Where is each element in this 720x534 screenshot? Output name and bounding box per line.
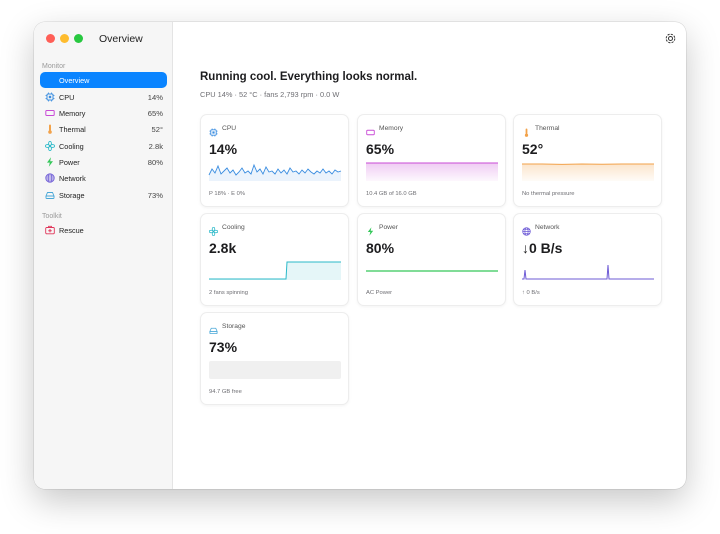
sidebar-item-label: Overview: [59, 76, 90, 85]
sidebar-item-value: 73%: [147, 191, 163, 200]
fan-icon: [208, 223, 219, 237]
sidebar: Monitor Overview CPU 14% Memory 65% Ther…: [34, 22, 173, 489]
card-value: 80%: [366, 240, 395, 256]
card-title: Power: [379, 224, 398, 231]
overview-content: Running cool. Everything looks normal. C…: [173, 22, 686, 489]
card-footer: P 18% · E 0%: [209, 191, 245, 197]
window-title: Overview: [99, 33, 143, 45]
sidebar-item-label: CPU: [59, 93, 75, 102]
sidebar-item-value: 65%: [147, 109, 163, 118]
cooling-sparkline: [209, 261, 341, 280]
sidebar-item-overview[interactable]: Overview: [40, 72, 167, 88]
cpu-icon: [45, 92, 55, 102]
thermometer-icon: [45, 124, 55, 134]
thermal-card[interactable]: Thermal 52° No thermal pressure: [513, 114, 662, 207]
card-title: Network: [535, 224, 560, 231]
globe-icon: [522, 223, 531, 236]
sidebar-item-label: Storage: [59, 191, 85, 200]
thermal-sparkline: [522, 163, 654, 181]
close-window-button[interactable]: [46, 34, 55, 43]
cpu-card[interactable]: CPU 14% P 18% · E 0%: [200, 114, 349, 207]
status-summary: CPU 14% · 52 °C · fans 2,793 rpm · 0.0 W: [200, 90, 340, 99]
fan-icon: [44, 140, 56, 152]
medkit-icon: [45, 225, 55, 235]
card-title: CPU: [222, 125, 237, 132]
card-title: Storage: [222, 323, 246, 330]
memory-icon: [45, 108, 55, 118]
settings-gear-icon[interactable]: [664, 32, 677, 45]
sidebar-item-storage[interactable]: Storage 73%: [40, 187, 167, 203]
memory-sparkline: [366, 162, 498, 181]
power-card[interactable]: Power 80% AC Power: [357, 213, 506, 306]
card-value: 65%: [366, 141, 395, 157]
sidebar-item-value: 2.8k: [148, 142, 163, 151]
card-value: 73%: [209, 339, 238, 355]
memory-icon: [366, 124, 375, 136]
card-value: ↓0 B/s: [522, 240, 563, 256]
sidebar-item-value: 80%: [147, 158, 163, 167]
sidebar-item-label: Power: [59, 158, 80, 167]
bolt-icon: [366, 223, 375, 236]
sidebar-item-label: Thermal: [59, 125, 86, 134]
cpu-icon: [209, 124, 218, 137]
card-title: Thermal: [535, 125, 560, 132]
sidebar-item-rescue[interactable]: Rescue: [40, 222, 167, 238]
network-sparkline: [522, 264, 654, 280]
drive-icon: [209, 322, 218, 335]
sidebar-item-label: Cooling: [59, 142, 84, 151]
thermometer-icon: [522, 124, 531, 137]
bolt-icon: [45, 157, 55, 167]
card-footer: 10.4 GB of 16.0 GB: [366, 191, 417, 197]
section-label-monitor: Monitor: [42, 63, 66, 70]
sidebar-item-network[interactable]: Network: [40, 170, 167, 186]
storage-card[interactable]: Storage 73% 94.7 GB free: [200, 312, 349, 405]
cpu-sparkline: [208, 163, 342, 181]
power-sparkline: [366, 270, 498, 272]
card-value: 2.8k: [209, 240, 237, 256]
drive-icon: [45, 190, 55, 200]
section-label-toolkit: Toolkit: [42, 213, 62, 220]
sidebar-item-value: 52°: [151, 125, 163, 134]
sidebar-item-label: Memory: [59, 109, 86, 118]
card-value: 14%: [209, 141, 238, 157]
cooling-card[interactable]: Cooling 2.8k 2 fans spinning: [200, 213, 349, 306]
sidebar-item-thermal[interactable]: Thermal 52°: [40, 121, 167, 137]
sidebar-item-label: Network: [59, 174, 86, 183]
sidebar-item-label: Rescue: [59, 226, 84, 235]
card-footer: AC Power: [366, 290, 393, 296]
card-title: Cooling: [222, 224, 245, 231]
card-footer: No thermal pressure: [522, 191, 575, 197]
storage-bar: [209, 361, 341, 379]
sidebar-item-memory[interactable]: Memory 65%: [40, 105, 167, 121]
sidebar-item-cooling[interactable]: Cooling 2.8k: [40, 138, 167, 154]
status-headline: Running cool. Everything looks normal.: [200, 71, 418, 83]
sidebar-item-value: 14%: [147, 93, 163, 102]
sidebar-item-cpu[interactable]: CPU 14%: [40, 89, 167, 105]
card-footer: 2 fans spinning: [209, 290, 248, 296]
zoom-window-button[interactable]: [74, 34, 83, 43]
card-title: Memory: [379, 125, 404, 132]
globe-icon: [45, 173, 55, 183]
minimize-window-button[interactable]: [60, 34, 69, 43]
card-footer: ↑ 0 B/s: [522, 290, 540, 296]
network-card[interactable]: Network ↓0 B/s ↑ 0 B/s: [513, 213, 662, 306]
card-footer: 94.7 GB free: [209, 389, 242, 395]
app-window: Monitor Overview CPU 14% Memory 65% Ther…: [34, 22, 686, 489]
memory-card[interactable]: Memory 65% 10.4 GB of 16.0 GB: [357, 114, 506, 207]
card-value: 52°: [522, 141, 544, 157]
sidebar-item-power[interactable]: Power 80%: [40, 154, 167, 170]
